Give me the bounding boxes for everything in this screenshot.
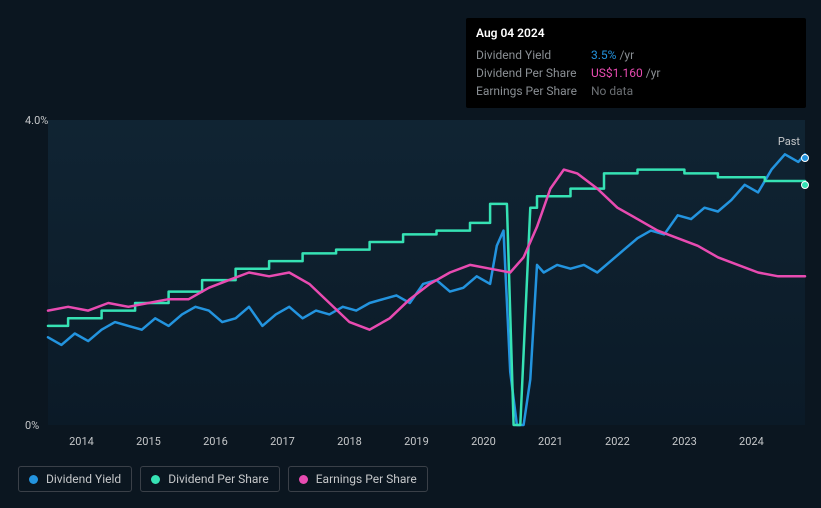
series-line — [48, 170, 805, 330]
tooltip-label: Dividend Yield — [476, 46, 591, 64]
tooltip-label: Earnings Per Share — [476, 82, 591, 100]
legend-item[interactable]: Dividend Yield — [18, 466, 132, 492]
y-tick-label: 4.0% — [25, 114, 48, 127]
x-tick-label: 2021 — [538, 435, 563, 448]
x-axis: 2014 2015 2016 2017 2018 2019 2020 2021 2022 2023… — [48, 430, 805, 450]
series-line — [48, 170, 805, 425]
legend-item[interactable]: Dividend Per Share — [140, 466, 280, 492]
tooltip-suffix: /yr — [646, 64, 661, 82]
past-label: Past — [778, 135, 800, 148]
x-tick-label: 2022 — [605, 435, 630, 448]
legend-dot-icon — [151, 475, 160, 484]
tooltip-label: Dividend Per Share — [476, 64, 591, 82]
x-tick-label: 2020 — [471, 435, 496, 448]
legend-dot-icon — [299, 475, 308, 484]
tooltip-row: Dividend Per ShareUS$1.160/yr — [476, 64, 796, 82]
x-tick-label: 2019 — [404, 435, 429, 448]
legend-label: Dividend Yield — [46, 472, 121, 486]
tooltip-suffix: /yr — [619, 46, 634, 64]
chart-container: 0% 4.0% Past 2014 2015 2016 2017 2018 2019 2020… — [18, 105, 808, 450]
y-tick-label: 0% — [25, 419, 39, 432]
legend-item[interactable]: Earnings Per Share — [288, 466, 428, 492]
tooltip-date: Aug 04 2024 — [476, 26, 796, 40]
marker-dot — [801, 181, 809, 189]
series-line — [48, 154, 805, 425]
marker-dot — [801, 154, 809, 162]
chart-lines — [48, 120, 805, 425]
tooltip-row: Earnings Per ShareNo data — [476, 82, 796, 100]
legend-label: Earnings Per Share — [316, 472, 417, 486]
tooltip-row: Dividend Yield3.5%/yr — [476, 46, 796, 64]
tooltip-value: No data — [591, 82, 633, 100]
x-tick-label: 2016 — [203, 435, 228, 448]
x-tick-label: 2024 — [739, 435, 764, 448]
tooltip-value: US$1.160 — [591, 64, 643, 82]
x-tick-label: 2023 — [672, 435, 697, 448]
legend-dot-icon — [29, 475, 38, 484]
x-tick-label: 2018 — [337, 435, 362, 448]
legend-label: Dividend Per Share — [168, 472, 269, 486]
x-tick-label: 2017 — [270, 435, 295, 448]
plot-area[interactable]: Past — [48, 120, 805, 425]
x-tick-label: 2014 — [69, 435, 94, 448]
legend: Dividend Yield Dividend Per Share Earnings… — [18, 466, 428, 492]
x-tick-label: 2015 — [136, 435, 161, 448]
tooltip-value: 3.5% — [591, 46, 616, 64]
tooltip-box: Aug 04 2024 Dividend Yield3.5%/yrDividen… — [466, 18, 806, 108]
